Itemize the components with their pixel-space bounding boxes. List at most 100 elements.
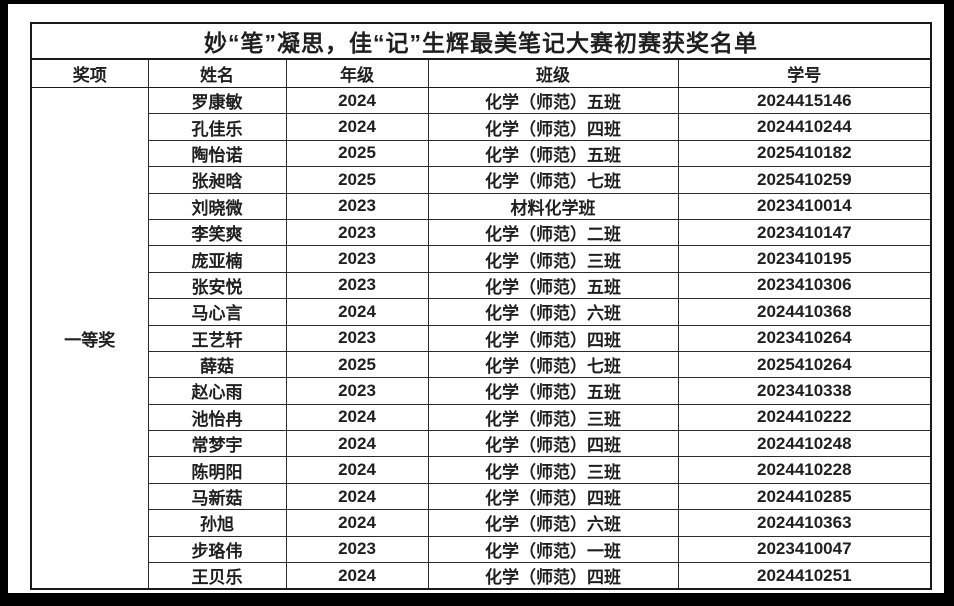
table-title-row: 妙“笔”凝思，佳“记”生辉最美笔记大赛初赛获奖名单 (30, 22, 932, 60)
cell-grade: 2024 (285, 509, 429, 537)
cell-class: 化学（师范）四班 (427, 430, 679, 458)
table-row: 陶怡诺 2025 化学（师范）五班 2025410182 (31, 139, 932, 168)
cell-student-id: 2023410338 (677, 377, 932, 405)
document-page: 妙“笔”凝思，佳“记”生辉最美笔记大赛初赛获奖名单 奖项 姓名 年级 班级 学号… (8, 4, 944, 593)
cell-name: 陶怡诺 (147, 139, 287, 168)
table-row: 刘晓微 2023 材料化学班 2023410014 (31, 192, 932, 220)
cell-class: 化学（师范）三班 (427, 403, 679, 432)
cell-name: 步珞伟 (147, 535, 287, 564)
cell-name: 池怡冉 (147, 403, 287, 432)
cell-student-id: 2024410244 (677, 113, 932, 141)
cell-student-id: 2023410195 (677, 245, 932, 273)
cell-student-id: 2023410147 (677, 218, 932, 247)
cell-grade: 2024 (285, 482, 429, 511)
table-row: 薛菇 2025 化学（师范）七班 2025410264 (31, 350, 932, 379)
table-row: 李笑爽 2023 化学（师范）二班 2023410147 (31, 218, 932, 247)
cell-grade: 2024 (285, 113, 429, 141)
table-row: 常梦宇 2024 化学（师范）四班 2024410248 (31, 430, 932, 458)
cell-grade: 2023 (285, 324, 429, 352)
cell-name: 罗康敏 (147, 86, 287, 115)
cell-grade: 2024 (285, 562, 429, 590)
cell-class: 化学（师范）七班 (427, 166, 679, 194)
cell-class: 化学（师范）四班 (427, 113, 679, 141)
cell-student-id: 2024410222 (677, 403, 932, 432)
cell-class: 材料化学班 (427, 192, 679, 220)
table-title: 妙“笔”凝思，佳“记”生辉最美笔记大赛初赛获奖名单 (30, 22, 932, 60)
cell-class: 化学（师范）六班 (427, 298, 679, 326)
col-header-award: 奖项 (30, 58, 149, 88)
cell-name: 刘晓微 (147, 192, 287, 220)
table-row: 孔佳乐 2024 化学（师范）四班 2024410244 (31, 113, 932, 141)
cell-class: 化学（师范）五班 (427, 271, 679, 300)
cell-class: 化学（师范）四班 (427, 482, 679, 511)
cell-student-id: 2023410306 (677, 271, 932, 300)
cell-student-id: 2025410264 (677, 350, 932, 379)
cell-class: 化学（师范）五班 (427, 139, 679, 168)
cell-name: 孔佳乐 (147, 113, 287, 141)
award-table: 妙“笔”凝思，佳“记”生辉最美笔记大赛初赛获奖名单 奖项 姓名 年级 班级 学号… (30, 22, 933, 591)
table-row: 庞亚楠 2023 化学（师范）三班 2023410195 (31, 245, 932, 273)
cell-student-id: 2023410014 (677, 192, 932, 220)
table-row: 马心言 2024 化学（师范）六班 2024410368 (31, 298, 932, 326)
cell-class: 化学（师范）七班 (427, 350, 679, 379)
cell-grade: 2025 (285, 139, 429, 168)
cell-student-id: 2024410228 (677, 456, 932, 484)
cell-class: 化学（师范）五班 (427, 377, 679, 405)
cell-student-id: 2024410368 (677, 298, 932, 326)
cell-student-id: 2024410248 (677, 430, 932, 458)
cell-name: 王贝乐 (147, 562, 287, 590)
cell-student-id: 2025410182 (677, 139, 932, 168)
cell-class: 化学（师范）一班 (427, 535, 679, 564)
cell-grade: 2023 (285, 377, 429, 405)
cell-class: 化学（师范）五班 (427, 86, 679, 115)
cell-name: 常梦宇 (147, 430, 287, 458)
cell-grade: 2024 (285, 430, 429, 458)
cell-name: 李笑爽 (147, 218, 287, 247)
table-row: 张安悦 2023 化学（师范）五班 2023410306 (31, 271, 932, 300)
col-header-grade: 年级 (285, 58, 429, 88)
cell-name: 孙旭 (147, 509, 287, 537)
cell-student-id: 2025410259 (677, 166, 932, 194)
cell-student-id: 2023410264 (677, 324, 932, 352)
cell-grade: 2023 (285, 192, 429, 220)
table-header-row: 奖项 姓名 年级 班级 学号 (30, 58, 932, 88)
table-row: 池怡冉 2024 化学（师范）三班 2024410222 (31, 403, 932, 432)
cell-student-id: 2024410285 (677, 482, 932, 511)
cell-name: 马心言 (147, 298, 287, 326)
table-row: 步珞伟 2023 化学（师范）一班 2023410047 (31, 535, 932, 564)
cell-grade: 2025 (285, 350, 429, 379)
cell-class: 化学（师范）三班 (427, 245, 679, 273)
award-group-cell: 一等奖 (30, 87, 149, 590)
col-header-student-id: 学号 (677, 58, 932, 88)
table-body: 一等奖 罗康敏 2024 化学（师范）五班 2024415146 孔佳乐 2024 化学（师范… (30, 86, 932, 590)
cell-grade: 2024 (285, 456, 429, 484)
table-row: 马新菇 2024 化学（师范）四班 2024410285 (31, 482, 932, 511)
cell-grade: 2023 (285, 245, 429, 273)
table-row: 赵心雨 2023 化学（师范）五班 2023410338 (31, 377, 932, 405)
cell-grade: 2024 (285, 86, 429, 115)
cell-grade: 2023 (285, 218, 429, 247)
cell-student-id: 2024410363 (677, 509, 932, 537)
cell-name: 薛菇 (147, 350, 287, 379)
table-row: 孙旭 2024 化学（师范）六班 2024410363 (31, 509, 932, 537)
cell-name: 张昶晗 (147, 166, 287, 194)
cell-student-id: 2023410047 (677, 535, 932, 564)
col-header-name: 姓名 (147, 58, 287, 88)
col-header-class: 班级 (427, 58, 679, 88)
cell-class: 化学（师范）二班 (427, 218, 679, 247)
cell-grade: 2023 (285, 535, 429, 564)
table-row: 陈明阳 2024 化学（师范）三班 2024410228 (31, 456, 932, 484)
table-row: 王艺轩 2023 化学（师范）四班 2023410264 (31, 324, 932, 352)
table-row: 张昶晗 2025 化学（师范）七班 2025410259 (31, 166, 932, 194)
cell-name: 赵心雨 (147, 377, 287, 405)
cell-grade: 2023 (285, 271, 429, 300)
cell-student-id: 2024415146 (677, 86, 932, 115)
cell-grade: 2025 (285, 166, 429, 194)
cell-name: 庞亚楠 (147, 245, 287, 273)
cell-grade: 2024 (285, 403, 429, 432)
cell-name: 张安悦 (147, 271, 287, 300)
cell-class: 化学（师范）四班 (427, 562, 679, 590)
cell-student-id: 2024410251 (677, 562, 932, 590)
cell-class: 化学（师范）六班 (427, 509, 679, 537)
cell-class: 化学（师范）三班 (427, 456, 679, 484)
